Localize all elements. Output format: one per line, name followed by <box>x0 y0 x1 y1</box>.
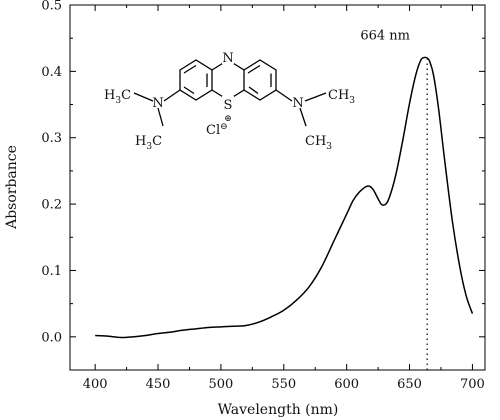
left-ring-double-bonds <box>183 64 208 95</box>
x-tick-label: 700 <box>460 377 485 392</box>
y-tick-label: 0.3 <box>41 131 62 146</box>
methyl-label-upper-right: CH3 <box>328 88 355 106</box>
axis-tick-labels: 400 450 500 550 600 650 700 0.0 0.1 0.2 0.3 0.4 0.5 <box>41 0 485 392</box>
y-tick-label: 0.1 <box>41 264 62 279</box>
y-tick-label: 0.2 <box>41 198 62 213</box>
chloride-ion-label: Cl⊖ <box>206 122 228 138</box>
right-methyl-bonds <box>299 92 327 127</box>
right-amine-bond <box>275 89 293 102</box>
methyl-label-upper-left: H3C <box>104 88 131 106</box>
right-amine-nitrogen: N <box>292 96 303 111</box>
left-methyl-bonds <box>133 92 164 127</box>
x-tick-label: 500 <box>208 377 233 392</box>
axis-ticks <box>70 4 485 371</box>
methyl-label-lower-left: H3C <box>135 134 162 152</box>
ring-nitrogen-label: N <box>222 51 233 66</box>
peak-annotation: 664 nm <box>360 28 410 43</box>
methyl-label-lower-right: CH3 <box>305 134 332 152</box>
central-ring <box>211 59 245 101</box>
x-tick-label: 550 <box>271 377 296 392</box>
molecule-labels: N S ⊕ N N H3C H3C CH3 CH3 Cl⊖ <box>104 50 355 152</box>
y-tick-label: 0.4 <box>41 65 62 80</box>
x-tick-label: 600 <box>334 377 359 392</box>
x-axis-label: Wavelength (nm) <box>218 402 339 418</box>
x-tick-label: 400 <box>83 377 108 392</box>
plot-frame <box>69 4 486 371</box>
y-axis-label: Absorbance <box>4 145 20 230</box>
right-ring-double-bonds <box>247 64 272 95</box>
y-tick-label: 0.0 <box>41 330 62 345</box>
left-amine-bond <box>163 89 181 102</box>
right-benzene-ring <box>243 59 277 101</box>
sulfur-charge: ⊕ <box>224 114 232 124</box>
series-line <box>95 56 474 339</box>
x-tick-label: 450 <box>146 377 171 392</box>
ring-sulfur-label: S <box>224 98 233 113</box>
left-amine-nitrogen: N <box>152 96 163 111</box>
x-tick-label: 650 <box>397 377 422 392</box>
y-tick-label: 0.5 <box>41 0 62 14</box>
